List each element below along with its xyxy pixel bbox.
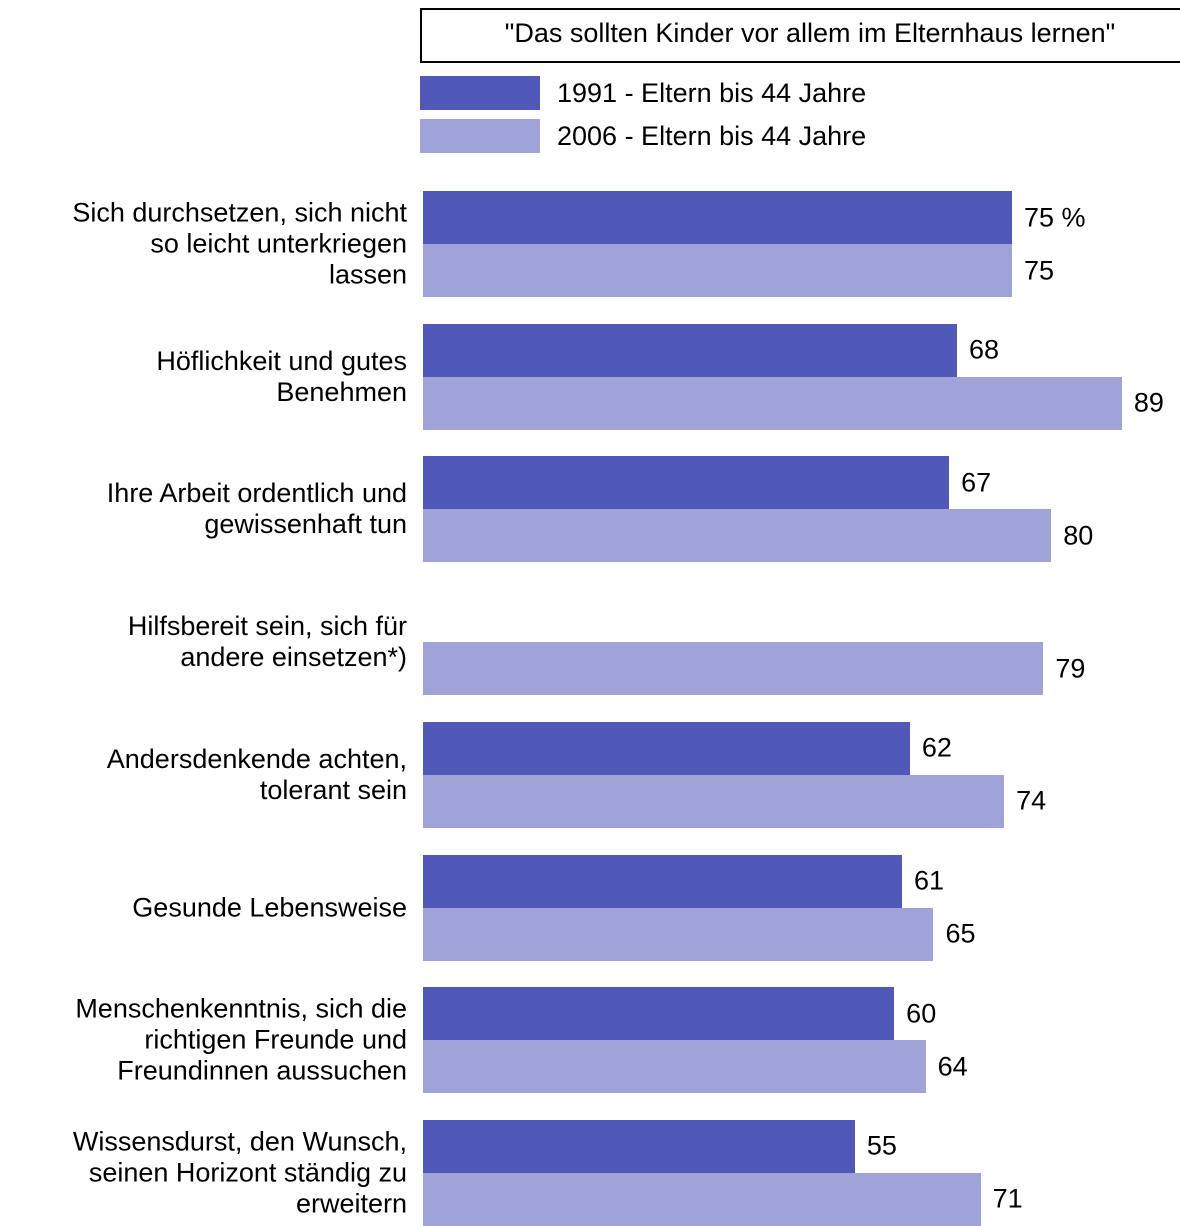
bar (423, 244, 1012, 297)
value-label: 75 (1023, 255, 1055, 285)
value-label: 71 (992, 1183, 1023, 1214)
category-label: Menschenkenntnis, sich die richtigen Fre… (75, 993, 407, 1086)
category-label: Hilfsbereit sein, sich für andere einset… (127, 611, 407, 673)
value-label: 65 (945, 918, 976, 949)
bar (423, 987, 895, 1041)
value-label: 75 % (1023, 202, 1086, 232)
category-label: Ihre Arbeit ordentlich und gewissenhaft … (106, 478, 407, 540)
value-label: 89 (1133, 387, 1164, 418)
value-label: 60 (906, 998, 937, 1029)
bar (423, 854, 903, 908)
category-label: Gesunde Lebensweise (132, 892, 407, 922)
value-label: 62 (921, 732, 952, 763)
legend-label: 2006 - Eltern bis 44 Jahre (557, 121, 867, 151)
bar (423, 642, 1044, 696)
value-label: 80 (1063, 520, 1094, 551)
bar (423, 1119, 855, 1173)
bar (423, 907, 934, 961)
category-label: Höflichkeit und gutes Benehmen (156, 345, 407, 407)
legend-swatch (420, 76, 540, 110)
value-label: 61 (914, 865, 945, 896)
bar (423, 1040, 926, 1094)
value-label: 55 (866, 1130, 897, 1161)
category-label: Wissensdurst, den Wunsch, seinen Horizon… (72, 1126, 407, 1219)
value-label: 68 (969, 334, 1000, 365)
bar (423, 509, 1052, 563)
value-label: 64 (937, 1051, 968, 1082)
legend-label: 1991 - Eltern bis 44 Jahre (557, 78, 867, 108)
bar (423, 774, 1005, 828)
chart-title: "Das sollten Kinder vor allem im Elternh… (504, 18, 1116, 48)
category-label: Sich durchsetzen, sich nicht so leicht u… (72, 197, 407, 290)
legend-swatch (420, 119, 540, 153)
bar (423, 376, 1122, 430)
bar (423, 191, 1012, 244)
value-label: 74 (1016, 785, 1047, 816)
bar (423, 1172, 981, 1226)
value-label: 67 (961, 467, 992, 498)
title-box (420, 8, 1180, 63)
category-label: Andersdenkende achten, tolerant sein (106, 743, 407, 805)
bar (423, 721, 910, 775)
bar (423, 456, 950, 510)
bar (423, 323, 957, 377)
value-label: 79 (1055, 653, 1086, 684)
